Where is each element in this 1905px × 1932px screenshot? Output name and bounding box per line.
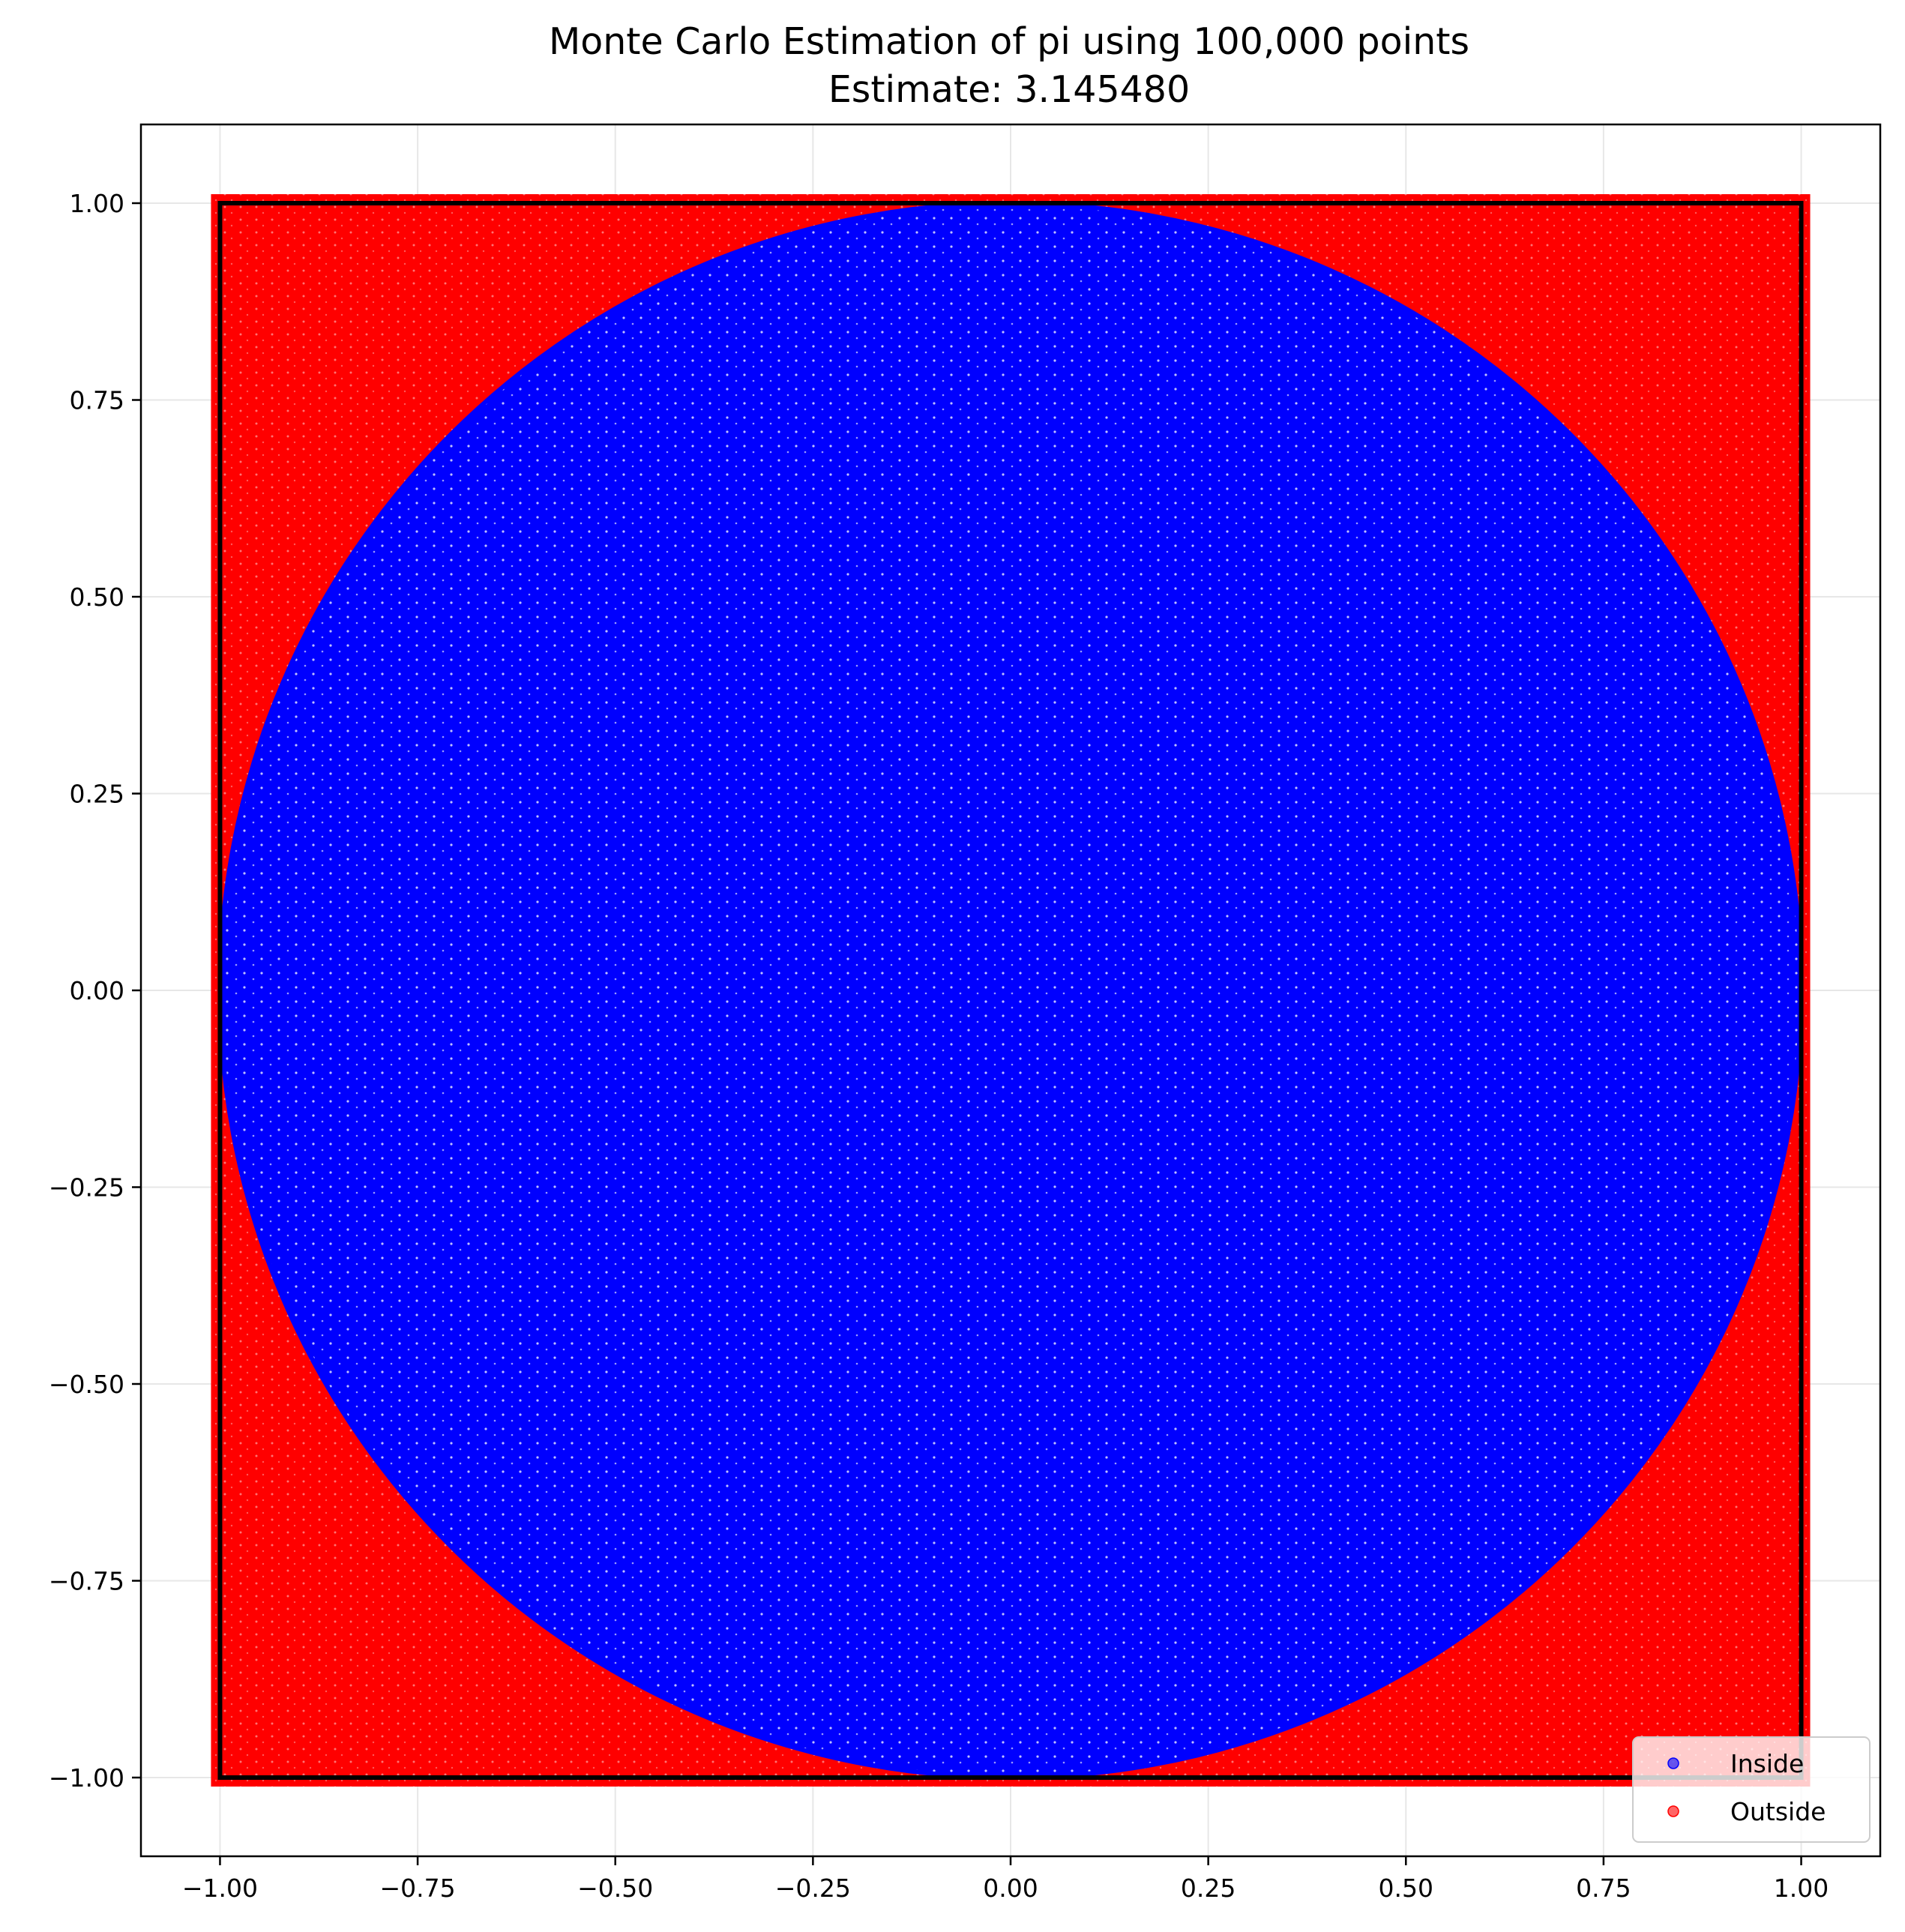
unit-square-boundary (217, 201, 1804, 1780)
scatter-points-layer (211, 194, 1811, 1787)
y-tick-label-2: −0.50 (49, 1370, 124, 1399)
y-tick-label-3: −0.25 (49, 1173, 124, 1203)
y-tick-label-4: 0.00 (70, 976, 124, 1005)
x-tick-label-7: 0.75 (1576, 1874, 1631, 1903)
chart-title: Monte Carlo Estimation of pi using 100,0… (549, 20, 1469, 63)
legend-label-inside: Inside (1730, 1749, 1804, 1778)
y-tick-label-0: −1.00 (49, 1763, 124, 1793)
y-axis-ticks: −1.00 −0.75 −0.50 −0.25 0.00 0.25 0.50 0.75 1.00 (49, 189, 141, 1793)
x-tick-label-6: 0.50 (1379, 1874, 1433, 1903)
x-tick-label-1: −0.75 (380, 1874, 456, 1903)
x-tick-label-8: 1.00 (1774, 1874, 1829, 1903)
x-tick-label-4: 0.00 (983, 1874, 1038, 1903)
x-tick-label-3: −0.25 (775, 1874, 851, 1903)
y-tick-label-8: 1.00 (70, 189, 124, 218)
legend-marker-outside (1667, 1805, 1679, 1817)
x-axis-ticks: −1.00 −0.75 −0.50 −0.25 0.00 0.25 0.50 0.75 1.00 (182, 1856, 1829, 1903)
y-tick-label-1: −0.75 (49, 1567, 124, 1596)
legend-marker-inside (1667, 1757, 1679, 1769)
y-tick-label-6: 0.50 (70, 583, 124, 612)
chart-subtitle: Estimate: 3.145480 (828, 68, 1190, 111)
x-tick-label-0: −1.00 (182, 1874, 258, 1903)
y-tick-label-5: 0.25 (70, 780, 124, 809)
legend-box (1632, 1736, 1871, 1843)
y-tick-label-7: 0.75 (70, 386, 124, 415)
inside-points-region (220, 203, 1802, 1778)
x-tick-label-5: 0.25 (1181, 1874, 1236, 1903)
legend-label-outside: Outside (1730, 1797, 1826, 1826)
x-tick-label-2: −0.50 (577, 1874, 653, 1903)
legend: Inside Outside (1632, 1736, 1871, 1843)
